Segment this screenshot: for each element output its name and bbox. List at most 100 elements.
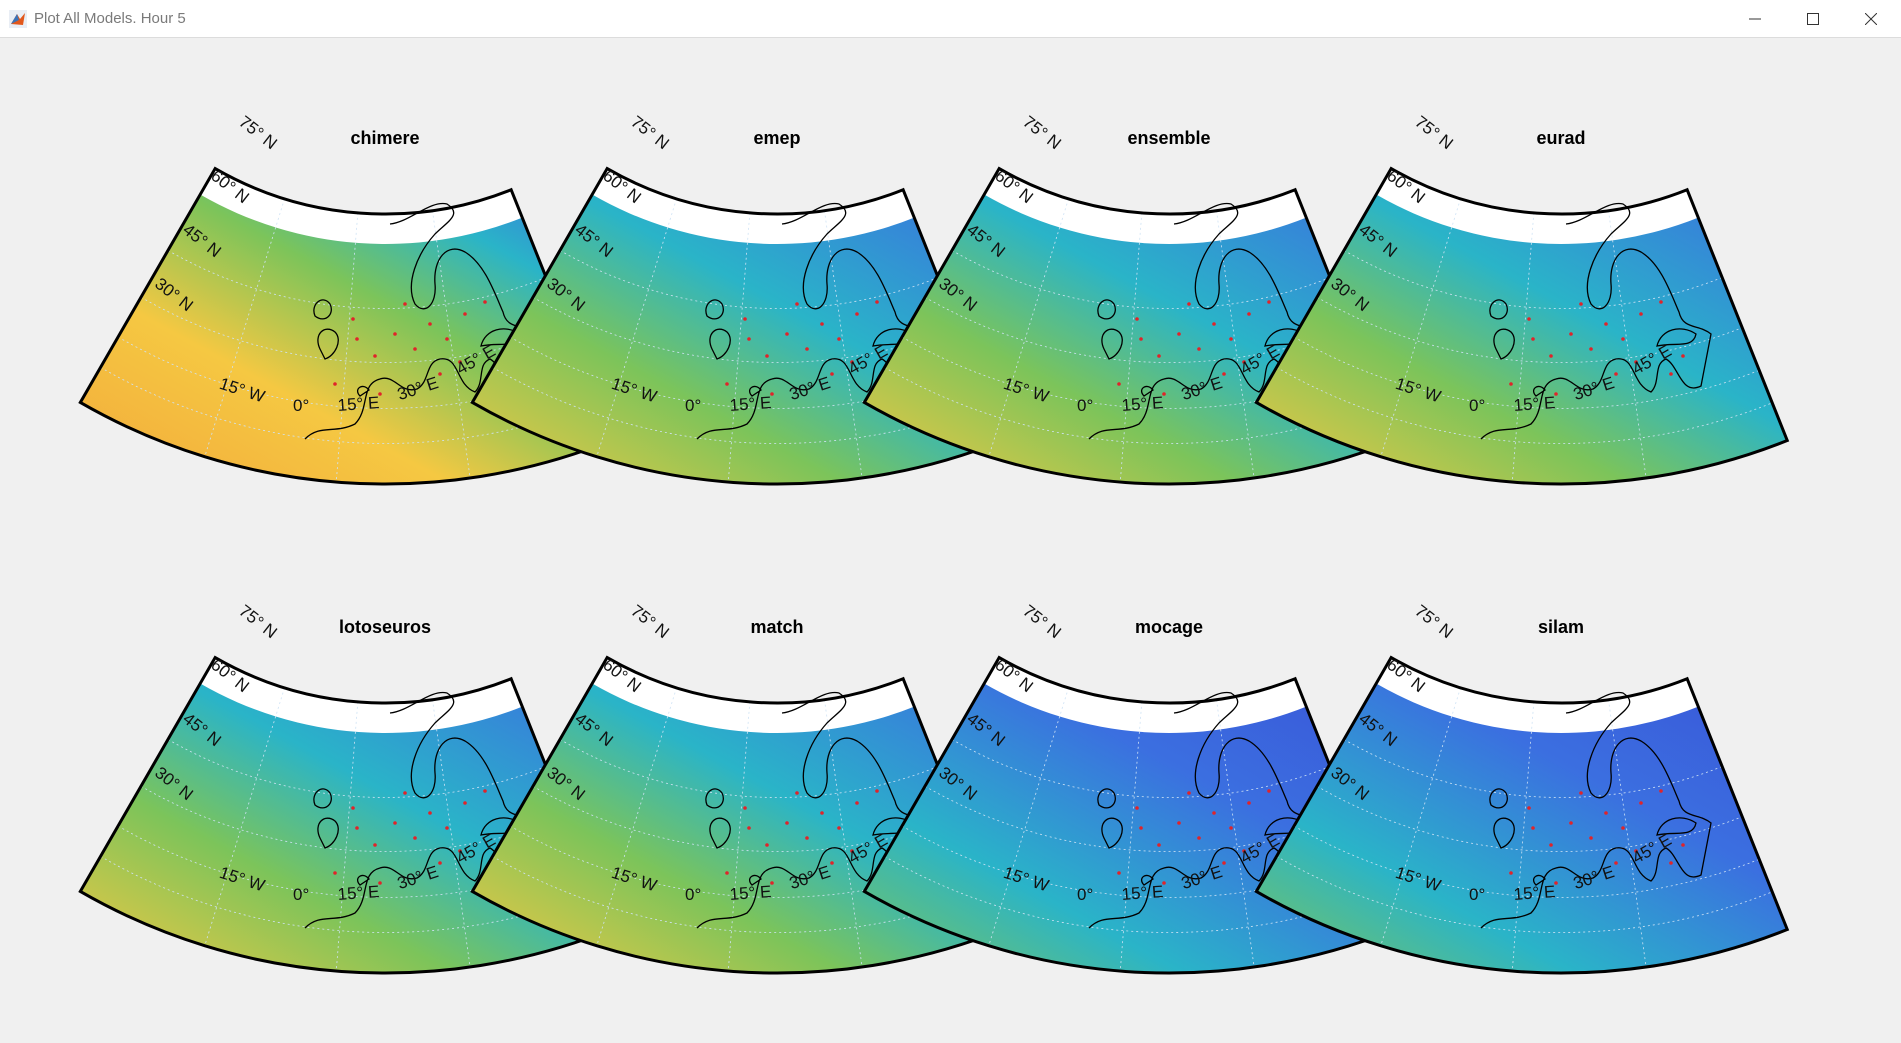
lon-label: 0° (293, 396, 310, 415)
station-marker (1669, 861, 1673, 865)
station-marker (1621, 826, 1625, 830)
graticule-line (951, 250, 1331, 309)
minimize-button[interactable] (1726, 0, 1784, 38)
station-marker (743, 806, 747, 810)
station-marker (1139, 826, 1143, 830)
station-marker (1579, 302, 1583, 306)
close-button[interactable] (1842, 0, 1900, 38)
station-marker (1222, 372, 1226, 376)
map-panel-eurad: eurad 75° N 60° N 45° N 30° N 15° W 0° 15° E 30°… (1254, 112, 1790, 554)
station-marker (1614, 861, 1618, 865)
station-marker (1549, 843, 1553, 847)
station-marker (743, 317, 747, 321)
graticule-line (1276, 856, 1773, 933)
station-marker (1222, 861, 1226, 865)
concentration-field (1256, 194, 1788, 485)
graticule-line (204, 687, 285, 946)
maximize-button[interactable] (1784, 0, 1842, 38)
concentration-field (80, 683, 612, 973)
station-marker (1267, 300, 1271, 304)
station-marker (438, 861, 442, 865)
graticule-line (117, 825, 584, 898)
station-marker (770, 392, 774, 396)
station-marker (1531, 337, 1535, 341)
station-marker (1639, 312, 1643, 316)
station-marker (483, 789, 487, 793)
station-marker (373, 843, 377, 847)
station-marker (1135, 806, 1139, 810)
station-marker (747, 337, 751, 341)
station-marker (1614, 372, 1618, 376)
graticule-line (1276, 367, 1773, 444)
station-marker (463, 801, 467, 805)
station-marker (850, 360, 854, 364)
graticule-line (432, 699, 471, 968)
station-marker (1242, 360, 1246, 364)
station-marker (458, 360, 462, 364)
station-marker (1527, 317, 1531, 321)
station-marker (850, 849, 854, 853)
station-marker (413, 347, 417, 351)
station-marker (1669, 372, 1673, 376)
graticule-line (901, 336, 1368, 409)
map-frame (1254, 655, 1790, 975)
station-marker (1634, 849, 1638, 853)
station-marker (428, 322, 432, 326)
map-axes (862, 166, 1398, 486)
lon-label: 15° E (729, 882, 773, 904)
lon-label: 15° E (1121, 393, 1165, 415)
station-marker (837, 337, 841, 341)
station-marker (1187, 302, 1191, 306)
graticule-line (1316, 785, 1743, 852)
station-marker (351, 806, 355, 810)
station-marker (1229, 826, 1233, 830)
station-marker (1247, 801, 1251, 805)
plot-title: match (750, 617, 804, 637)
plot-title: eurad (1536, 128, 1586, 148)
station-marker (1267, 789, 1271, 793)
station-marker (413, 836, 417, 840)
station-marker (1659, 789, 1663, 793)
station-marker (875, 300, 879, 304)
lon-label: 0° (1077, 396, 1094, 415)
graticule-line (1343, 739, 1723, 798)
station-marker (1681, 843, 1685, 847)
lon-label: 0° (1077, 885, 1094, 904)
graticule-line (727, 701, 751, 972)
map-panel-emep: emep 75° N 60° N 45° N 30° N 15° W 0° 15° E 30° … (470, 112, 1006, 554)
station-marker (483, 300, 487, 304)
station-marker (1242, 849, 1246, 853)
graticule-line (140, 785, 567, 852)
map-panel-ensemble: ensemble 75° N 60° N 45° N 30° N 15° W 0° 15° E… (862, 112, 1398, 554)
concentration-field (864, 683, 1396, 973)
station-marker (1527, 806, 1531, 810)
graticule-line (532, 296, 959, 363)
station-marker (378, 881, 382, 885)
station-marker (438, 372, 442, 376)
lon-label: 15° E (1513, 393, 1557, 415)
station-marker (1162, 392, 1166, 396)
graticule-line (532, 785, 959, 852)
station-marker (463, 312, 467, 316)
map-axes (78, 655, 614, 975)
station-marker (351, 317, 355, 321)
station-marker (373, 354, 377, 358)
station-marker (795, 791, 799, 795)
station-marker (403, 302, 407, 306)
station-marker (1162, 881, 1166, 885)
lon-label: 15° E (1121, 882, 1165, 904)
window-titlebar: Plot All Models. Hour 5 (0, 0, 1901, 38)
station-marker (1157, 843, 1161, 847)
plot-title: ensemble (1127, 128, 1211, 148)
lon-label: 15° E (337, 882, 381, 904)
graticule-line (140, 296, 567, 363)
window-title: Plot All Models. Hour 5 (34, 10, 186, 27)
plot-title: lotoseuros (338, 617, 431, 637)
station-marker (765, 843, 769, 847)
concentration-field (472, 683, 1004, 973)
station-marker (1247, 312, 1251, 316)
concentration-field (80, 194, 612, 485)
station-marker (875, 789, 879, 793)
graticule-line (1293, 336, 1760, 409)
graticule-line (924, 785, 1351, 852)
